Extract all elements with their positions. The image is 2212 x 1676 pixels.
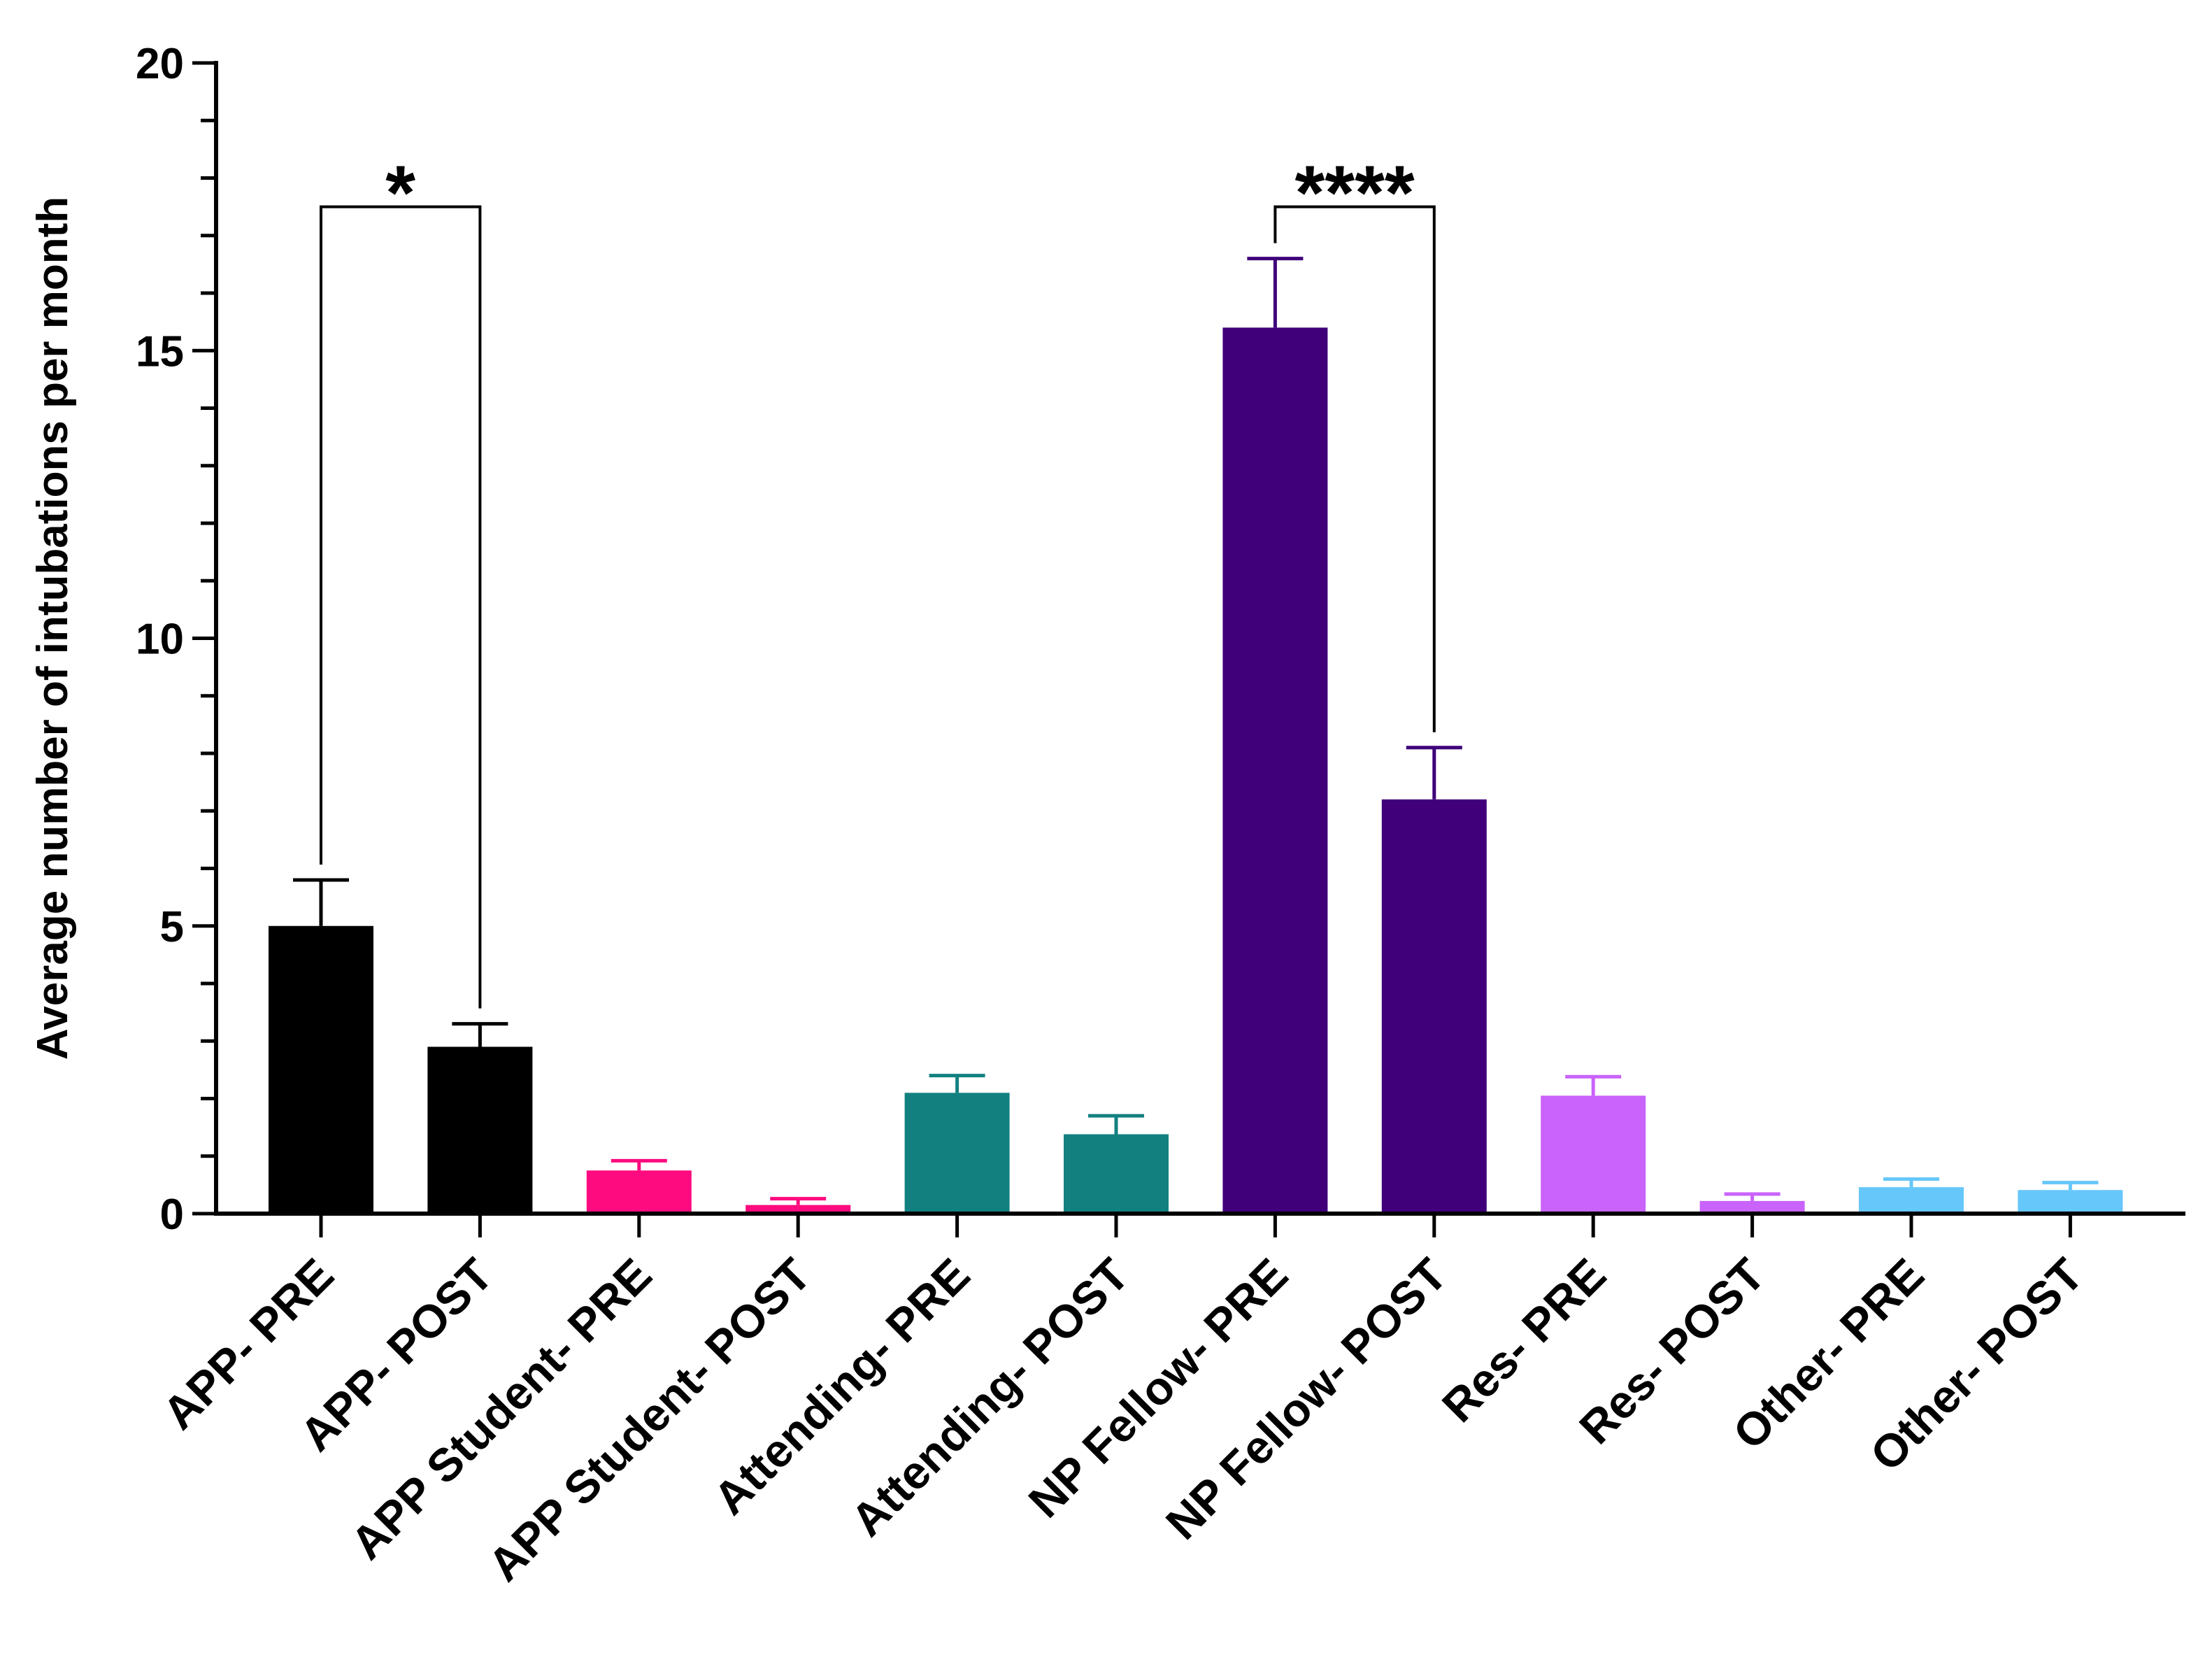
significance-layer: * **** (320, 150, 1436, 1009)
bar-7 (1381, 799, 1487, 1214)
bar-11 (2018, 1190, 2123, 1214)
y-tick-label-2: 10 (136, 616, 184, 664)
y-tick-label-3: 15 (136, 327, 184, 376)
x-tick-label-3: APP Student- POST (478, 1249, 820, 1591)
x-tick-label-5: Attending- POST (841, 1249, 1139, 1547)
bar-1 (427, 1046, 533, 1214)
x-tick-label-7: NP Fellow- POST (1156, 1249, 1457, 1549)
bar-0 (269, 925, 373, 1214)
bar-5 (1064, 1134, 1169, 1214)
y-tick-label-0: 0 (160, 1191, 184, 1239)
bar-10 (1859, 1187, 1964, 1214)
significance-label-1: **** (1294, 150, 1414, 236)
bar-3 (745, 1205, 851, 1214)
y-axis-label: Average number of intubations per month (29, 197, 77, 1060)
axes-layer (192, 61, 2185, 1237)
y-tick-label-4: 20 (136, 40, 184, 88)
significance-bracket-0 (320, 205, 482, 1009)
error-bars-layer (293, 257, 2099, 1205)
significance-label-0: * (385, 150, 415, 236)
bar-8 (1541, 1095, 1646, 1214)
x-tick-label-2: APP Student- PRE (341, 1249, 662, 1570)
y-tick-label-1: 5 (160, 903, 184, 951)
bar-2 (586, 1170, 692, 1214)
bar-9 (1699, 1200, 1805, 1214)
bar-4 (904, 1093, 1010, 1214)
significance-bracket-1 (1273, 205, 1436, 732)
bar-6 (1222, 327, 1328, 1214)
bars-layer (269, 327, 2123, 1214)
